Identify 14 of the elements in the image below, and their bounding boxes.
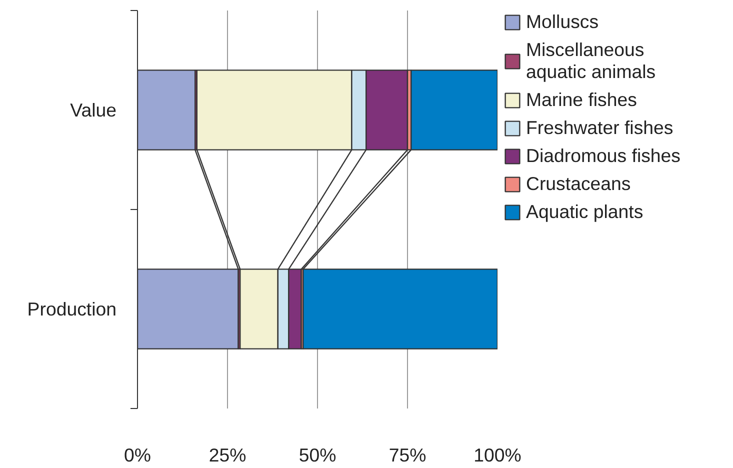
legend-label: Molluscs (526, 11, 599, 33)
x-tick-label: 50% (298, 444, 336, 466)
x-tick-label: 25% (208, 444, 246, 466)
legend-label: Freshwater fishes (526, 117, 674, 139)
y-tick-label: Value (70, 100, 117, 120)
x-tick-label: 75% (388, 444, 426, 466)
legend-label: Crustaceans (526, 173, 631, 195)
x-tick-label: 100% (474, 444, 522, 466)
y-tick-label: Production (27, 298, 117, 320)
x-tick-label: 0% (124, 444, 151, 466)
legend-label: Diadromous fishes (526, 145, 680, 167)
legend-label: Miscellaneous aquatic animals (526, 39, 656, 83)
legend-label: Aquatic plants (526, 201, 644, 223)
legend-label: Marine fishes (526, 89, 637, 111)
